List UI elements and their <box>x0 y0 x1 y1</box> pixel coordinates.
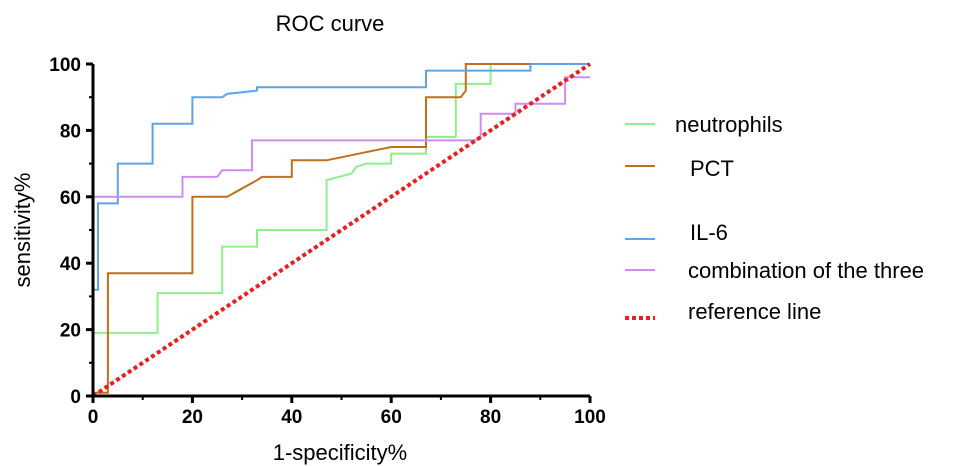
chart-title: ROC curve <box>276 11 385 36</box>
x-tick-label: 100 <box>574 407 606 428</box>
y-ticks: 0 20 40 60 80 100 <box>49 55 93 408</box>
x-tick-label: 60 <box>381 407 402 428</box>
y-tick-label: 0 <box>70 387 81 408</box>
series-line-1 <box>93 63 590 394</box>
x-tick-label: 20 <box>182 407 203 428</box>
y-tick-label: 100 <box>49 55 81 76</box>
x-tick-label: 40 <box>281 407 302 428</box>
legend-label-0: neutrophils <box>675 112 783 137</box>
series-layer <box>91 62 592 398</box>
series-line-4 <box>91 62 592 398</box>
legend-label-2: IL-6 <box>690 220 728 245</box>
legend-label-1: PCT <box>690 156 734 181</box>
y-tick-label: 40 <box>60 254 81 275</box>
legend-label-4: reference line <box>688 299 821 324</box>
y-tick-label: 20 <box>60 321 81 342</box>
series-line-2 <box>92 63 590 396</box>
x-tick-label: 80 <box>480 407 501 428</box>
legend: neutrophils PCT IL-6 combination of the thr… <box>625 112 924 324</box>
y-axis-label: sensitivity% <box>10 173 35 288</box>
y-tick-label: 80 <box>60 121 81 142</box>
x-ticks: 0 20 40 60 80 100 <box>88 396 606 428</box>
y-tick-label: 60 <box>60 188 81 209</box>
legend-label-3: combination of the three <box>688 258 924 283</box>
x-axis-label: 1-specificity% <box>273 440 407 465</box>
series-line-0 <box>92 63 590 396</box>
x-tick-label: 0 <box>88 407 99 428</box>
series-line-3 <box>92 76 590 297</box>
